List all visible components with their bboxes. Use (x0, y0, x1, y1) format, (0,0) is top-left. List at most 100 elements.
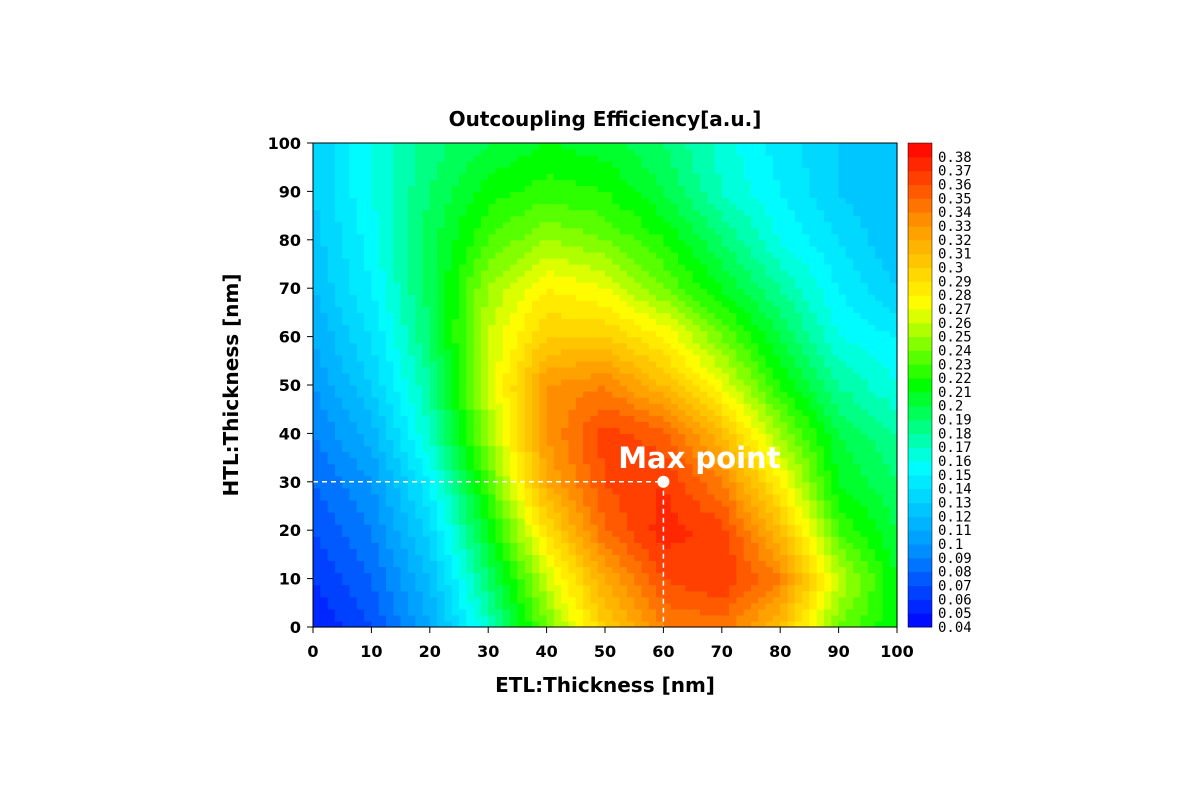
heatmap-cell (612, 566, 621, 574)
heatmap-cell (780, 372, 789, 380)
heatmap-cell (437, 463, 445, 471)
heatmap-cell (349, 518, 358, 525)
heatmap-cell (831, 530, 840, 537)
heatmap-cell (751, 481, 759, 489)
heatmap-cell (678, 264, 686, 271)
heatmap-cell (590, 403, 599, 410)
heatmap-cell (831, 360, 840, 368)
heatmap-cell (597, 433, 606, 441)
heatmap-cell (327, 348, 336, 356)
heatmap-cell (488, 578, 497, 586)
heatmap-cell (386, 385, 394, 392)
heatmap-cell (546, 366, 555, 374)
heatmap-cell (845, 318, 854, 326)
heatmap-cell (838, 385, 847, 392)
heatmap-cell (495, 463, 504, 471)
heatmap-cell (619, 324, 628, 332)
heatmap-cell (867, 318, 876, 326)
heatmap-cell (780, 433, 789, 441)
heatmap-cell (524, 276, 533, 283)
heatmap-cell (532, 566, 540, 574)
heatmap-cell (626, 463, 635, 471)
heatmap-cell (670, 608, 679, 616)
heatmap-cell (378, 294, 387, 301)
heatmap-cell (612, 506, 621, 513)
heatmap-cell (634, 372, 643, 380)
heatmap-cell (780, 481, 789, 489)
heatmap-cell (597, 469, 606, 477)
heatmap-cell (334, 536, 343, 543)
heatmap-cell (400, 451, 409, 459)
heatmap-cell (539, 397, 548, 404)
heatmap-cell (670, 584, 679, 592)
heatmap-cell (502, 512, 511, 519)
heatmap-cell (466, 572, 475, 580)
heatmap-cell (393, 433, 402, 441)
heatmap-cell (714, 366, 723, 374)
heatmap-cell (575, 342, 584, 350)
heatmap-cell (561, 560, 570, 568)
heatmap-cell (860, 282, 869, 289)
heatmap-cell (415, 457, 424, 465)
heatmap-cell (327, 493, 336, 501)
heatmap-cell (429, 463, 438, 471)
heatmap-cell (685, 542, 694, 549)
heatmap-cell (707, 276, 716, 283)
heatmap-cell (692, 366, 701, 374)
heatmap-cell (787, 530, 796, 537)
heatmap-cell (889, 439, 898, 447)
heatmap-cell (334, 378, 343, 386)
heatmap-cell (656, 318, 664, 326)
heatmap-cell (313, 469, 321, 477)
heatmap-cell (751, 518, 759, 525)
heatmap-cell (809, 324, 818, 332)
heatmap-cell (597, 282, 606, 289)
heatmap-cell (816, 391, 825, 398)
heatmap-cell (546, 348, 555, 356)
heatmap-cell (816, 475, 825, 483)
heatmap-cell (824, 264, 832, 271)
heatmap-cell (313, 578, 321, 586)
heatmap-cell (831, 336, 840, 344)
heatmap-cell (648, 397, 657, 404)
heatmap-cell (327, 524, 336, 531)
heatmap-cell (444, 542, 453, 549)
heatmap-cell (772, 457, 781, 465)
heatmap-cell (444, 276, 453, 283)
heatmap-cell (539, 366, 548, 374)
heatmap-cell (605, 312, 613, 320)
heatmap-cell (583, 560, 591, 568)
heatmap-cell (495, 397, 504, 404)
heatmap-cell (787, 584, 796, 592)
heatmap-cell (488, 336, 497, 344)
heatmap-cell (634, 324, 643, 332)
heatmap-cell (699, 439, 708, 447)
heatmap-cell (393, 487, 402, 495)
heatmap-cell (816, 354, 825, 362)
heatmap-cell (561, 336, 570, 344)
heatmap-cell (575, 463, 584, 471)
heatmap-cell (597, 590, 606, 598)
heatmap-cell (415, 300, 424, 307)
heatmap-cell (356, 336, 365, 344)
heatmap-cell (845, 530, 854, 537)
heatmap-cell (707, 590, 716, 598)
heatmap-cell (670, 602, 679, 610)
heatmap-cell (349, 330, 358, 338)
heatmap-cell (736, 475, 745, 483)
heatmap-cell (736, 451, 745, 459)
heatmap-cell (334, 475, 343, 483)
heatmap-cell (553, 506, 562, 513)
heatmap-cell (393, 270, 402, 277)
heatmap-cell (721, 276, 730, 283)
heatmap-cell (429, 372, 438, 380)
heatmap-cell (707, 421, 716, 428)
heatmap-cell (371, 463, 380, 471)
heatmap-cell (415, 590, 424, 598)
heatmap-cell (824, 300, 832, 307)
heatmap-cell (437, 372, 445, 380)
heatmap-cell (371, 590, 380, 598)
heatmap-cell (867, 421, 876, 428)
heatmap-cell (437, 312, 445, 320)
heatmap-cell (386, 354, 394, 362)
